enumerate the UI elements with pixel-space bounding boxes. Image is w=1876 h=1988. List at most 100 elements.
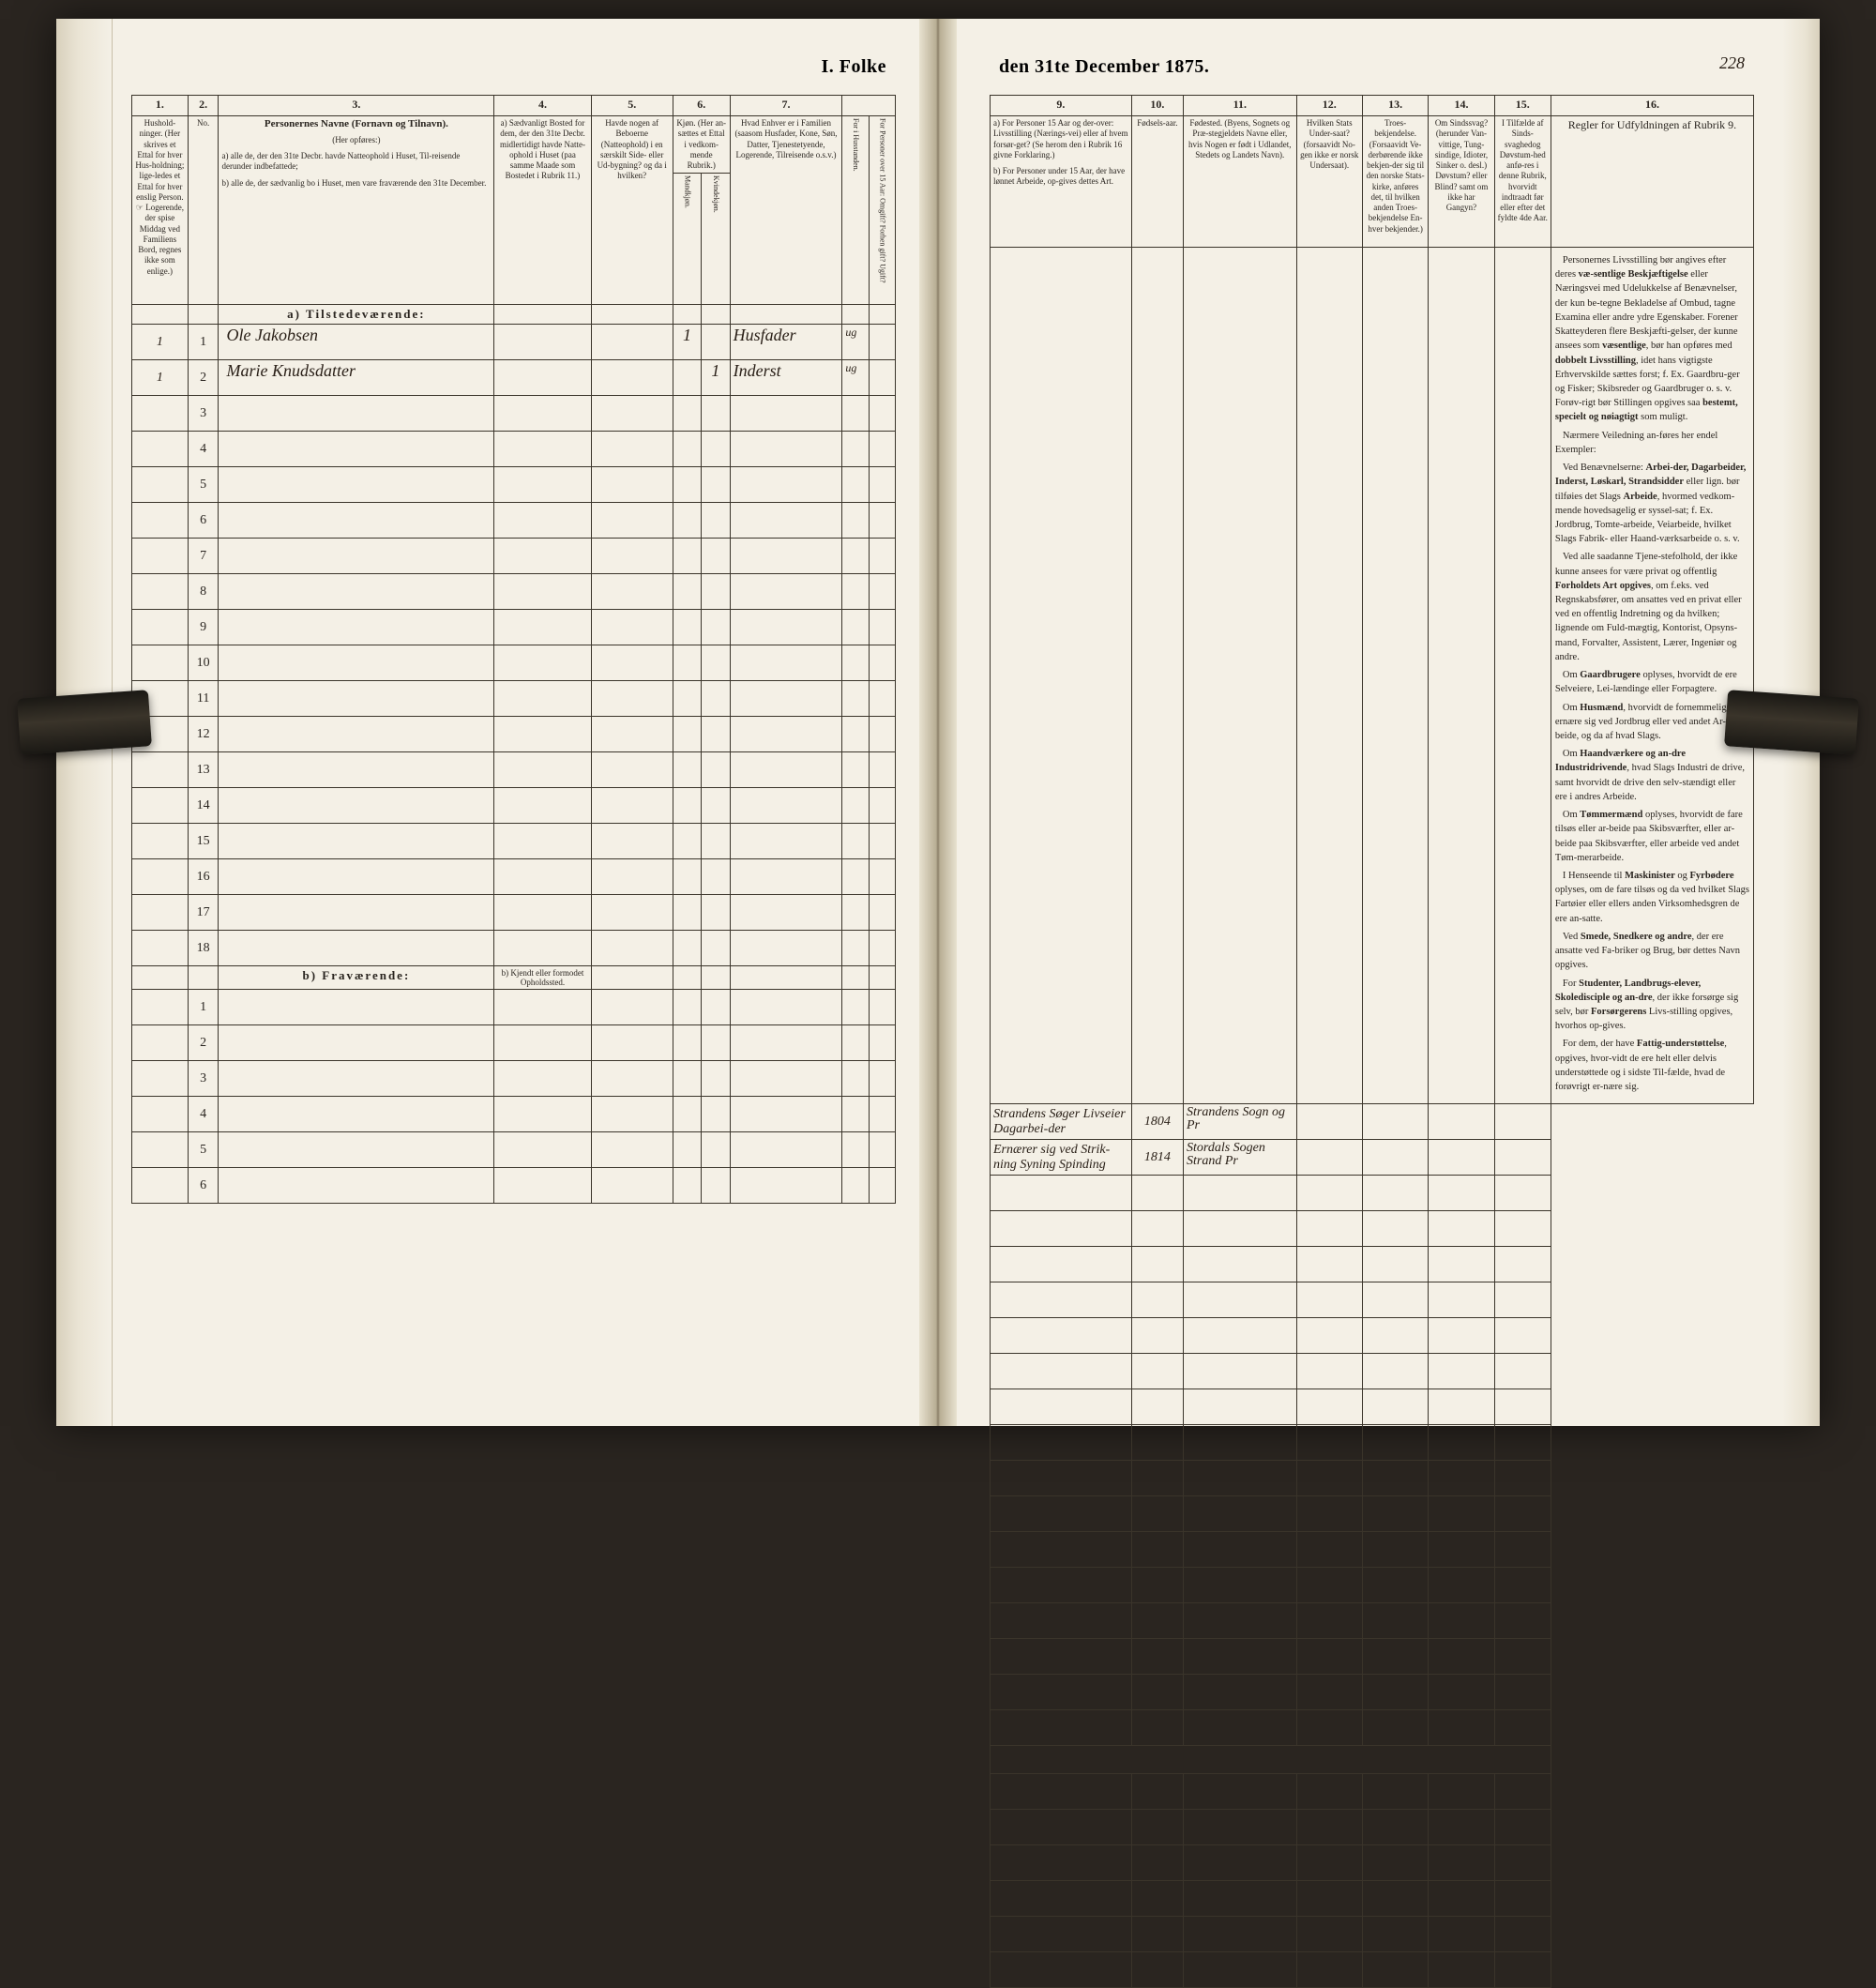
- instruction-paragraph: Om Haandværkere og an-dre Industridriven…: [1555, 747, 1749, 804]
- book-spine: [919, 19, 957, 1426]
- table-row: 5: [132, 467, 896, 503]
- colnum: 15.: [1494, 96, 1551, 116]
- table-row: 11: [132, 681, 896, 717]
- instruction-paragraph: Personernes Livsstilling bør angives eft…: [1555, 253, 1749, 425]
- header-c7: Hvad Enhver er i Familien (saasom Husfad…: [730, 116, 842, 305]
- colnum: 10.: [1131, 96, 1183, 116]
- header-c6b: Kvindekjøn.: [702, 174, 730, 305]
- instruction-paragraph: Ved alle saadanne Tjene-stefolhold, der …: [1555, 550, 1749, 664]
- header-c2: No.: [188, 116, 219, 305]
- header-c9a: a) For Personer 15 Aar og der-over: Livs…: [993, 118, 1128, 160]
- table-row: 6: [132, 503, 896, 539]
- header-c16: Regler for Udfyldningen af Rubrik 9.: [1551, 116, 1753, 248]
- colnum: 9.: [991, 96, 1132, 116]
- instruction-paragraph: Om Gaardbrugere oplyses, hvorvidt de ere…: [1555, 668, 1749, 696]
- table-row: [991, 1211, 1754, 1247]
- colnum: [842, 96, 896, 116]
- table-row: [991, 1389, 1754, 1425]
- header-c14: Om Sindssvag? (herunder Van-vittige, Tun…: [1429, 116, 1494, 248]
- header-c4: a) Sædvanligt Bosted for dem, der den 31…: [494, 116, 591, 305]
- header-c15: I Tilfælde af Sinds-svaghedog Døvstum-he…: [1494, 116, 1551, 248]
- table-row: 13: [132, 752, 896, 788]
- table-row: 3: [132, 1061, 896, 1097]
- table-row: [991, 1532, 1754, 1568]
- table-row: [991, 1282, 1754, 1318]
- header-c3: Personernes Navne (Fornavn og Tilnavn). …: [219, 116, 494, 305]
- header-c12: Hvilken Stats Under-saat? (forsaavidt No…: [1296, 116, 1362, 248]
- colnum: 11.: [1184, 96, 1297, 116]
- instruction-paragraph: I Henseende til Maskinister og Fyrbødere…: [1555, 869, 1749, 926]
- left-page: I. Folke 1. 2. 3. 4. 5. 6. 7. Hushold-ni…: [56, 19, 943, 1426]
- table-row: [991, 1881, 1754, 1917]
- table-row: [991, 1917, 1754, 1952]
- header-c3-b: b) alle de, der sædvanlig bo i Huset, me…: [221, 178, 491, 189]
- colnum: 6.: [673, 96, 730, 116]
- instruction-paragraph: Om Husmænd, hvorvidt de fornemmelig ernæ…: [1555, 701, 1749, 744]
- header-c11: Fødested. (Byens, Sognets og Præ-stegjel…: [1184, 116, 1297, 248]
- header-c10: Fødsels-aar.: [1131, 116, 1183, 248]
- page-title-right: den 31te December 1875.: [990, 56, 1754, 78]
- table-row: 10: [132, 645, 896, 681]
- colnum: 12.: [1296, 96, 1362, 116]
- table-row: 18: [132, 931, 896, 966]
- colnum: 2.: [188, 96, 219, 116]
- header-c3-sub: (Her opføres:): [221, 135, 491, 145]
- table-row: 6: [132, 1168, 896, 1204]
- table-row: 8: [132, 574, 896, 610]
- page-number: 228: [1719, 54, 1745, 71]
- instruction-paragraph: Om Tømmermænd oplyses, hvorvidt de fare …: [1555, 808, 1749, 865]
- table-row: [991, 1810, 1754, 1845]
- table-row: [991, 1952, 1754, 1988]
- header-c6a: Mandkjøn.: [673, 174, 701, 305]
- instruction-paragraph: For Studenter, Landbrugs-elever, Skoledi…: [1555, 977, 1749, 1034]
- table-row: 1: [132, 990, 896, 1025]
- table-row: [991, 1675, 1754, 1710]
- clip-left: [17, 690, 152, 755]
- colnum: 7.: [730, 96, 842, 116]
- ledger-table-right: 9. 10. 11. 12. 13. 14. 15. 16. a) For Pe…: [990, 95, 1754, 1988]
- header-c9: a) For Personer 15 Aar og der-over: Livs…: [991, 116, 1132, 248]
- table-row: 17: [132, 895, 896, 931]
- table-row: [991, 1774, 1754, 1810]
- table-row: 15: [132, 824, 896, 859]
- table-row: Ernærer sig ved Strik-ning Syning Spindi…: [991, 1140, 1754, 1176]
- header-c8b: For Personer over 15 Aar: Omgift? Forhen…: [869, 116, 895, 305]
- clip-right: [1724, 690, 1859, 755]
- table-row: [991, 1176, 1754, 1211]
- table-row: [991, 1845, 1754, 1881]
- table-row: [991, 1425, 1754, 1461]
- table-row: Strandens Søger Livseier Dagarbei-der180…: [991, 1104, 1754, 1140]
- table-row: [991, 1318, 1754, 1354]
- table-row: 9: [132, 610, 896, 645]
- table-row: 16: [132, 859, 896, 895]
- right-page: den 31te December 1875. 228 9. 10. 11. 1…: [943, 19, 1820, 1426]
- table-row: 7: [132, 539, 896, 574]
- colnum: 1.: [132, 96, 189, 116]
- table-row: [991, 1603, 1754, 1639]
- colnum: 4.: [494, 96, 591, 116]
- colnum: 3.: [219, 96, 494, 116]
- instruction-paragraph: Ved Benævnelserne: Arbei-der, Dagarbeide…: [1555, 461, 1749, 546]
- table-row: 3: [132, 396, 896, 432]
- header-c3-a: a) alle de, der den 31te Decbr. havde Na…: [221, 151, 491, 173]
- table-row: [991, 1710, 1754, 1746]
- section-b-note: b) Kjendt eller formodet Opholdssted.: [494, 966, 591, 990]
- table-row: [991, 1568, 1754, 1603]
- colnum: 16.: [1551, 96, 1753, 116]
- instructions-text: Personernes Livsstilling bør angives eft…: [1551, 248, 1753, 1104]
- table-row: 14: [132, 788, 896, 824]
- table-row: 11Ole Jakobsen1Husfaderug: [132, 325, 896, 360]
- table-row: 12: [132, 717, 896, 752]
- table-row: 12Marie Knudsdatter1Inderstug: [132, 360, 896, 396]
- header-c8a: For i Husstanden.: [842, 116, 869, 305]
- table-row: [991, 1496, 1754, 1532]
- header-c5: Havde nogen af Beboerne (Natteophold) i …: [591, 116, 673, 305]
- header-c9b: b) For Personer under 15 Aar, der have l…: [993, 166, 1128, 188]
- section-b: b) Fraværende:: [219, 966, 494, 990]
- instruction-paragraph: Ved Smede, Snedkere og andre, der ere an…: [1555, 930, 1749, 973]
- colnum: 13.: [1362, 96, 1428, 116]
- table-row: 2: [132, 1025, 896, 1061]
- colnum: 5.: [591, 96, 673, 116]
- header-c1: Hushold-ninger. (Her skrives et Ettal fo…: [132, 116, 189, 305]
- header-c13: Troes-bekjendelse. (Forsaavidt Ve-derbør…: [1362, 116, 1428, 248]
